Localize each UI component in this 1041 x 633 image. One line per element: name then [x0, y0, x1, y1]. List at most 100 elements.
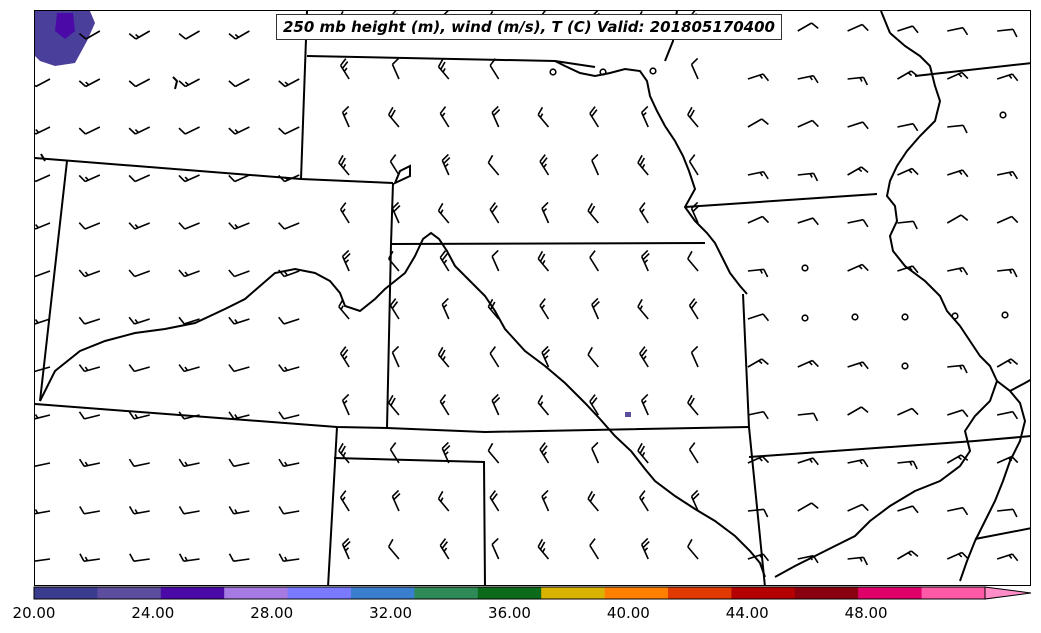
- wind-barb: [946, 551, 969, 560]
- wind-barb: [228, 78, 250, 88]
- wind-barb: [947, 506, 969, 516]
- wind-barb: [639, 490, 649, 512]
- wind-barb: [947, 124, 968, 134]
- wind-barb: [687, 394, 699, 416]
- wind-barb: [797, 217, 819, 226]
- wind-barb: [128, 174, 151, 183]
- wind-barb: [640, 537, 650, 560]
- wind-barb: [690, 345, 699, 368]
- wind-barb: [747, 313, 770, 322]
- wind-barb: [437, 490, 450, 512]
- colorbar-tick-label: 32.00: [369, 604, 413, 622]
- wind-barb: [847, 406, 869, 416]
- wind-barb: [690, 57, 699, 80]
- calm-wind-circle: [801, 264, 809, 272]
- colorbar-cell: [287, 587, 352, 599]
- wind-barb: [797, 74, 819, 84]
- wind-barb: [797, 172, 819, 182]
- wind-barb: [178, 506, 200, 515]
- wind-barb: [897, 122, 919, 132]
- wind-barb: [278, 364, 300, 373]
- wind-barb: [78, 458, 101, 468]
- wind-barb: [591, 297, 600, 320]
- wind-barb: [341, 537, 351, 560]
- wind-barb: [640, 249, 650, 272]
- wind-barb: [996, 215, 1019, 224]
- wind-barbs: [35, 11, 1019, 566]
- wind-barb: [946, 454, 969, 464]
- wind-barb: [278, 553, 300, 563]
- wind-barb: [587, 202, 599, 224]
- wind-barb: [338, 298, 350, 320]
- calm-wind-circle: [901, 362, 909, 370]
- wind-barb: [278, 411, 300, 420]
- wind-barb: [437, 202, 450, 224]
- wind-barb: [797, 359, 819, 368]
- colorbar-cell: [731, 587, 796, 599]
- wind-barb: [338, 442, 350, 464]
- wind-barb: [228, 458, 250, 468]
- wind-barb: [439, 106, 450, 128]
- calm-wind-circle: [999, 111, 1007, 119]
- calm-wind-circle: [851, 313, 859, 321]
- wind-barb: [78, 78, 101, 88]
- wind-barb: [178, 30, 200, 40]
- wind-barb: [389, 442, 400, 464]
- map-title: 250 mb height (m), wind (m/s), T (C) Val…: [276, 14, 782, 40]
- wind-barb: [897, 25, 919, 34]
- wind-barb: [128, 458, 150, 468]
- wind-barb: [637, 442, 649, 464]
- wind-barb: [128, 30, 151, 40]
- wind-barb: [797, 22, 819, 32]
- wind-barb: [341, 105, 350, 128]
- wind-barb: [897, 460, 918, 470]
- wind-barb: [489, 202, 500, 224]
- wind-barb: [541, 345, 551, 368]
- wind-barb: [178, 269, 200, 278]
- temperature-shading-dot: [625, 412, 631, 417]
- wind-barb: [339, 202, 350, 224]
- wind-barb: [489, 346, 500, 368]
- colorbar-tick-label: 48.00: [844, 604, 888, 622]
- wind-barb: [491, 537, 500, 560]
- wind-barb: [228, 222, 250, 230]
- wind-barb: [747, 553, 770, 562]
- colorbar-tick-label: 36.00: [488, 604, 531, 622]
- wind-barb: [690, 489, 700, 512]
- wind-barb: [847, 23, 869, 32]
- wind-barb: [35, 174, 51, 183]
- wind-barb: [747, 118, 769, 128]
- colorbar-cell: [34, 587, 98, 599]
- wind-barb: [747, 358, 769, 368]
- wind-barb: [389, 154, 400, 176]
- wind-barb: [997, 508, 1018, 518]
- wind-barb: [491, 393, 501, 416]
- wind-barb: [997, 268, 1018, 278]
- wind-barb: [441, 153, 451, 176]
- wind-barb: [639, 202, 649, 224]
- wind-barb: [391, 489, 401, 512]
- wind-barb: [897, 505, 919, 514]
- wind-barb: [228, 411, 250, 420]
- wind-barb: [178, 222, 200, 230]
- colorbar-cell: [541, 587, 606, 599]
- wind-barb: [537, 106, 550, 128]
- wind-barb: [35, 411, 51, 420]
- calm-wind-circles: [549, 67, 1009, 370]
- wind-barb: [128, 506, 150, 515]
- colorbar-tick-label: 44.00: [725, 604, 769, 622]
- wind-barb: [897, 167, 919, 176]
- wind-barb: [996, 170, 1019, 180]
- wind-barb: [178, 458, 200, 468]
- wind-barb: [129, 553, 150, 563]
- wind-barb: [687, 538, 699, 560]
- wind-barb: [847, 218, 869, 228]
- wind-barb: [78, 30, 101, 40]
- wind-barb: [79, 506, 100, 515]
- colorbar-cell: [414, 587, 479, 599]
- wind-barb: [688, 442, 699, 464]
- wind-barb: [539, 154, 550, 176]
- wind-barb: [178, 316, 200, 325]
- colorbar-cell: [477, 587, 542, 599]
- wind-barb: [391, 57, 400, 80]
